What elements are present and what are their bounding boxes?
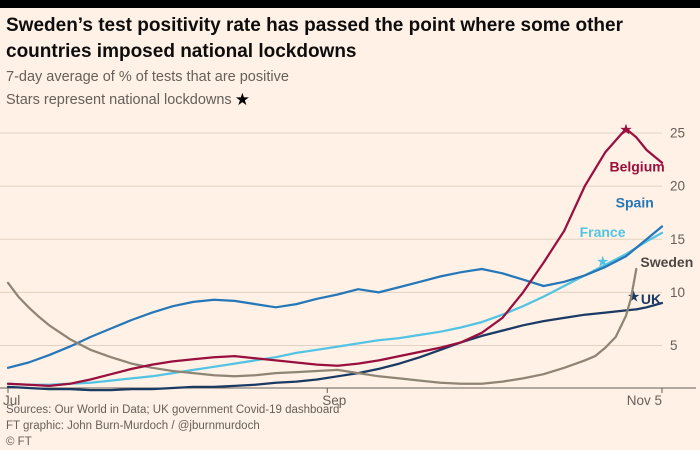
lockdown-note: Stars represent national lockdowns ★ [6,90,250,110]
ft-top-bar [0,0,700,8]
chart-title: Sweden’s test positivity rate has passed… [6,13,696,65]
chart-subtitle: 7-day average of % of tests that are pos… [6,69,289,85]
ft-copyright: © FT [6,436,32,448]
y-tick-label-15: 15 [670,232,685,247]
chart-title-line-1: Sweden’s test positivity rate has passed… [6,15,623,36]
y-tick-label-10: 10 [670,285,685,300]
lockdown-note-text: Stars represent national lockdowns [6,92,232,108]
series-line-sweden [6,267,638,385]
series-label-belgium: Belgium [609,158,664,174]
series-line-belgium [6,127,664,388]
y-tick-label-25: 25 [670,126,685,141]
x-tick-label-Sep: Sep [322,393,346,408]
lockdown-star-icon: ★ [234,90,250,109]
series-label-france: France [580,224,626,240]
chart-title-line-2: countries imposed national lockdowns [6,41,357,62]
series-label-uk: UK [641,291,661,307]
source-note: Sources: Our World in Data; UK governmen… [6,404,340,416]
x-tick-label-Jul: Jul [3,393,20,408]
series-label-sweden: Sweden [640,254,693,270]
lockdown-star-icon-belgium: ★ [619,121,632,138]
x-tick-label-Nov 5: Nov 5 [627,393,662,408]
credit-note: FT graphic: John Burn-Murdoch / @jburnmu… [6,420,260,432]
series-line-spain [6,225,664,369]
series-line-france [6,231,664,386]
series-line-uk [6,301,664,392]
y-tick-label-5: 5 [670,338,678,353]
series-label-spain: Spain [616,194,654,210]
y-tick-label-20: 20 [670,179,685,194]
